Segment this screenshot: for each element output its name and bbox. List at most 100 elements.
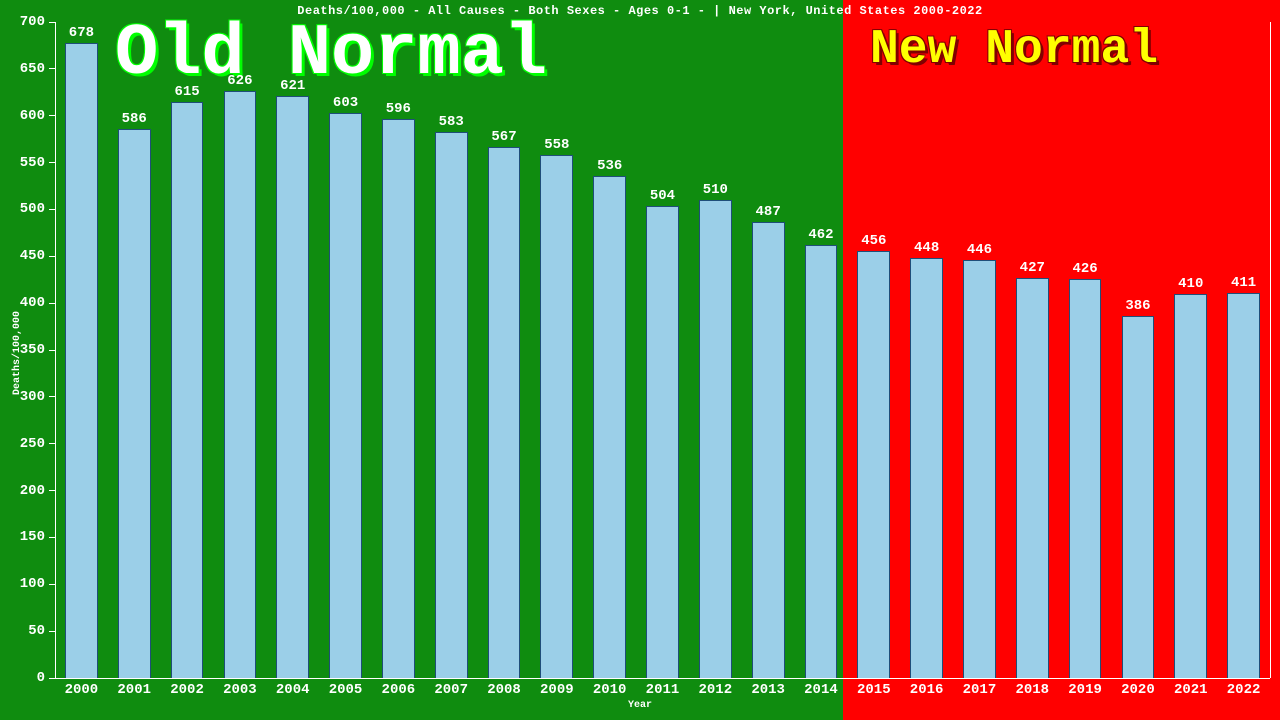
bar-value-label: 567	[491, 129, 516, 145]
x-tick-label: 2010	[583, 682, 636, 698]
bar-value-label: 615	[174, 84, 199, 100]
y-tick-mark	[49, 22, 55, 23]
y-axis-line	[55, 22, 56, 678]
bar-group: 558	[540, 137, 573, 678]
y-tick-label: 250	[7, 436, 45, 452]
x-tick-label: 2012	[689, 682, 742, 698]
bar-value-label: 558	[544, 137, 569, 153]
bar	[1069, 279, 1102, 678]
bar	[963, 260, 996, 678]
bar-group: 536	[593, 158, 626, 678]
x-tick-label: 2000	[55, 682, 108, 698]
bar-group: 603	[329, 95, 362, 678]
y-tick: 0	[7, 670, 55, 686]
y-tick-mark	[49, 68, 55, 69]
y-tick: 400	[7, 295, 55, 311]
y-tick-label: 650	[7, 61, 45, 77]
bar-value-label: 448	[914, 240, 939, 256]
bar-value-label: 621	[280, 78, 305, 94]
x-tick-label: 2022	[1217, 682, 1270, 698]
y-tick-mark	[49, 443, 55, 444]
bar-value-label: 510	[703, 182, 728, 198]
x-tick-label: 2007	[425, 682, 478, 698]
y-tick-mark	[49, 678, 55, 679]
y-tick-label: 600	[7, 108, 45, 124]
bar	[699, 200, 732, 678]
x-tick-label: 2001	[108, 682, 161, 698]
bar	[593, 176, 626, 678]
y-tick-mark	[49, 584, 55, 585]
y-tick-label: 150	[7, 529, 45, 545]
bar-value-label: 586	[122, 111, 147, 127]
bar	[1122, 316, 1155, 678]
x-tick-label: 2018	[1006, 682, 1059, 698]
bar-value-label: 427	[1020, 260, 1045, 276]
y-tick: 650	[7, 61, 55, 77]
y-tick-mark	[49, 209, 55, 210]
bar-group: 426	[1069, 261, 1102, 678]
chart-container: Deaths/100,000 - All Causes - Both Sexes…	[0, 0, 1280, 720]
y-tick: 600	[7, 108, 55, 124]
y-tick-label: 500	[7, 201, 45, 217]
bar	[118, 129, 151, 678]
y-tick-mark	[49, 537, 55, 538]
x-tick-label: 2013	[742, 682, 795, 698]
bar-value-label: 626	[227, 73, 252, 89]
y-tick: 100	[7, 576, 55, 592]
x-tick-label: 2011	[636, 682, 689, 698]
plot-area: 0501001502002503003504004505005506006507…	[55, 22, 1270, 678]
x-tick-label: 2020	[1112, 682, 1165, 698]
bar	[1227, 293, 1260, 678]
y-tick-mark	[49, 256, 55, 257]
bar-group: 487	[752, 204, 785, 678]
bar-value-label: 678	[69, 25, 94, 41]
bar	[382, 119, 415, 678]
y-tick-mark	[49, 162, 55, 163]
x-tick-label: 2005	[319, 682, 372, 698]
x-tick-label: 2016	[900, 682, 953, 698]
bar-value-label: 487	[756, 204, 781, 220]
y-tick: 50	[7, 623, 55, 639]
x-axis-title: Year	[0, 700, 1280, 711]
bar-value-label: 462	[808, 227, 833, 243]
bar-group: 446	[963, 242, 996, 678]
bar-group: 621	[276, 78, 309, 678]
y-tick: 200	[7, 483, 55, 499]
y-tick-label: 550	[7, 155, 45, 171]
bar	[540, 155, 573, 678]
y-tick-mark	[49, 303, 55, 304]
bar-group: 583	[435, 114, 468, 678]
bar	[65, 43, 98, 678]
x-tick-label: 2021	[1164, 682, 1217, 698]
bar	[910, 258, 943, 678]
y-tick-label: 200	[7, 483, 45, 499]
y-tick: 500	[7, 201, 55, 217]
bar	[857, 251, 890, 678]
bar-value-label: 456	[861, 233, 886, 249]
bar-value-label: 386	[1125, 298, 1150, 314]
x-tick-label: 2006	[372, 682, 425, 698]
bar-value-label: 504	[650, 188, 675, 204]
bar	[329, 113, 362, 678]
bar-value-label: 596	[386, 101, 411, 117]
x-tick-label: 2019	[1059, 682, 1112, 698]
x-tick-label: 2017	[953, 682, 1006, 698]
bar-group: 510	[699, 182, 732, 678]
x-axis-line	[55, 678, 1270, 679]
bar-value-label: 603	[333, 95, 358, 111]
bar	[488, 147, 521, 678]
y-axis-title: Deaths/100,000	[12, 311, 23, 395]
x-tick-label: 2008	[478, 682, 531, 698]
bar-group: 411	[1227, 275, 1260, 678]
bar-group: 586	[118, 111, 151, 678]
y-tick-mark	[49, 115, 55, 116]
bar	[1016, 278, 1049, 678]
bar-group: 626	[224, 73, 257, 678]
y-tick: 250	[7, 436, 55, 452]
y-tick-mark	[49, 350, 55, 351]
bar-group: 678	[65, 25, 98, 678]
bar-group: 462	[805, 227, 838, 678]
x-tick-label: 2009	[530, 682, 583, 698]
bar-value-label: 411	[1231, 275, 1256, 291]
bar-group: 386	[1122, 298, 1155, 678]
